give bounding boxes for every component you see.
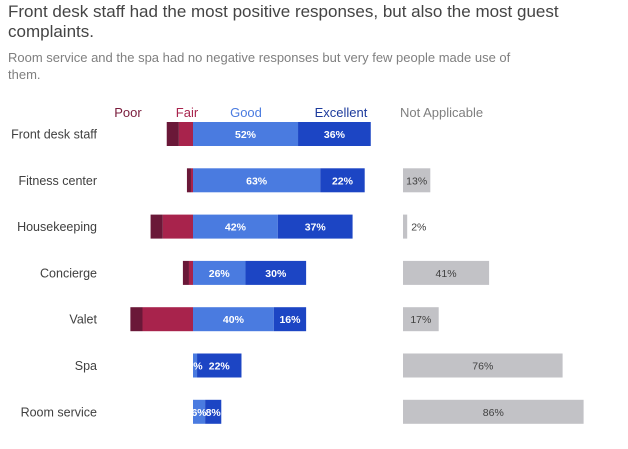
row-fitness-center: Fitness center 63% 22% 13%	[18, 168, 431, 193]
chart-title: Front desk staff had the most positive r…	[8, 2, 559, 41]
bar-fair	[178, 122, 193, 146]
category-label: Spa	[75, 359, 97, 373]
data-label-good: 63%	[246, 175, 268, 187]
category-label: Concierge	[40, 266, 97, 280]
bar-excellent	[298, 122, 371, 146]
data-label-good: 26%	[209, 268, 231, 280]
data-label-good: 2%	[187, 361, 203, 373]
row-valet: Valet 40% 16% 17%	[69, 307, 439, 332]
legend: Poor Fair Good Excellent Not Applicable	[114, 105, 483, 120]
data-label-not-applicable: 86%	[483, 407, 504, 419]
legend-not-applicable: Not Applicable	[400, 105, 483, 120]
data-label-not-applicable: 17%	[410, 314, 431, 326]
bar-good	[193, 168, 321, 193]
data-label-not-applicable: 41%	[436, 268, 457, 280]
row-front-desk-staff: Front desk staff 52% 36%	[11, 122, 371, 146]
data-label-excellent: 16%	[279, 314, 301, 326]
data-label-not-applicable: 13%	[406, 175, 427, 187]
bar-not-applicable	[403, 260, 490, 285]
bar-not-applicable	[403, 168, 431, 193]
bar-excellent	[205, 399, 222, 424]
bar-good	[193, 260, 246, 285]
bar-good	[193, 122, 299, 146]
data-label-excellent: 8%	[206, 407, 222, 419]
data-label-excellent: 37%	[305, 222, 327, 234]
data-label-good: 40%	[223, 314, 245, 326]
category-label: Housekeeping	[17, 220, 97, 234]
data-label-good: 42%	[225, 222, 247, 234]
chart-rows: Front desk staff 52% 36% Fitness center 63% 2…	[11, 122, 584, 424]
bar-good	[193, 353, 198, 378]
data-label-excellent: 36%	[324, 129, 346, 141]
category-label: Room service	[21, 405, 97, 419]
legend-good: Good	[230, 105, 262, 120]
chart-subtitle: Room service and the spa had no negative…	[8, 50, 511, 82]
data-label-not-applicable: 76%	[472, 361, 493, 373]
bar-excellent	[320, 168, 365, 193]
data-label-not-applicable: 2%	[411, 222, 426, 234]
bar-fair	[190, 168, 193, 193]
bar-poor	[130, 307, 143, 332]
category-label: Front desk staff	[11, 128, 97, 142]
legend-excellent: Excellent	[315, 105, 368, 120]
bar-good	[193, 399, 206, 424]
data-label-excellent: 30%	[265, 268, 287, 280]
bar-poor	[166, 122, 179, 146]
data-label-good: 6%	[191, 407, 207, 419]
bar-not-applicable	[403, 307, 439, 332]
category-label: Fitness center	[18, 174, 97, 188]
data-label-excellent: 22%	[332, 175, 354, 187]
bar-excellent	[273, 307, 307, 332]
bar-excellent	[277, 214, 353, 239]
bar-good	[193, 307, 274, 332]
bar-fair	[142, 307, 193, 332]
legend-poor: Poor	[114, 105, 142, 120]
bar-excellent	[245, 260, 307, 285]
row-room-service: Room service 6%8% 86%	[21, 399, 584, 424]
legend-fair: Fair	[176, 105, 199, 120]
bar-good	[193, 214, 278, 239]
row-concierge: Concierge 26% 30% 41%	[40, 260, 490, 285]
bar-not-applicable	[403, 399, 584, 424]
bar-poor	[186, 168, 191, 193]
row-housekeeping: Housekeeping 42% 37% 2%	[17, 214, 426, 239]
bar-excellent	[197, 353, 242, 378]
bar-fair	[162, 214, 193, 239]
row-spa: Spa 2% 22% 76%	[75, 353, 563, 378]
bar-fair	[188, 260, 193, 285]
bar-not-applicable	[403, 214, 408, 239]
data-label-excellent: 22%	[209, 361, 231, 373]
category-label: Valet	[69, 313, 97, 327]
bar-poor	[182, 260, 189, 285]
bar-not-applicable	[403, 353, 563, 378]
bar-poor	[150, 214, 163, 239]
data-label-good: 52%	[235, 129, 257, 141]
